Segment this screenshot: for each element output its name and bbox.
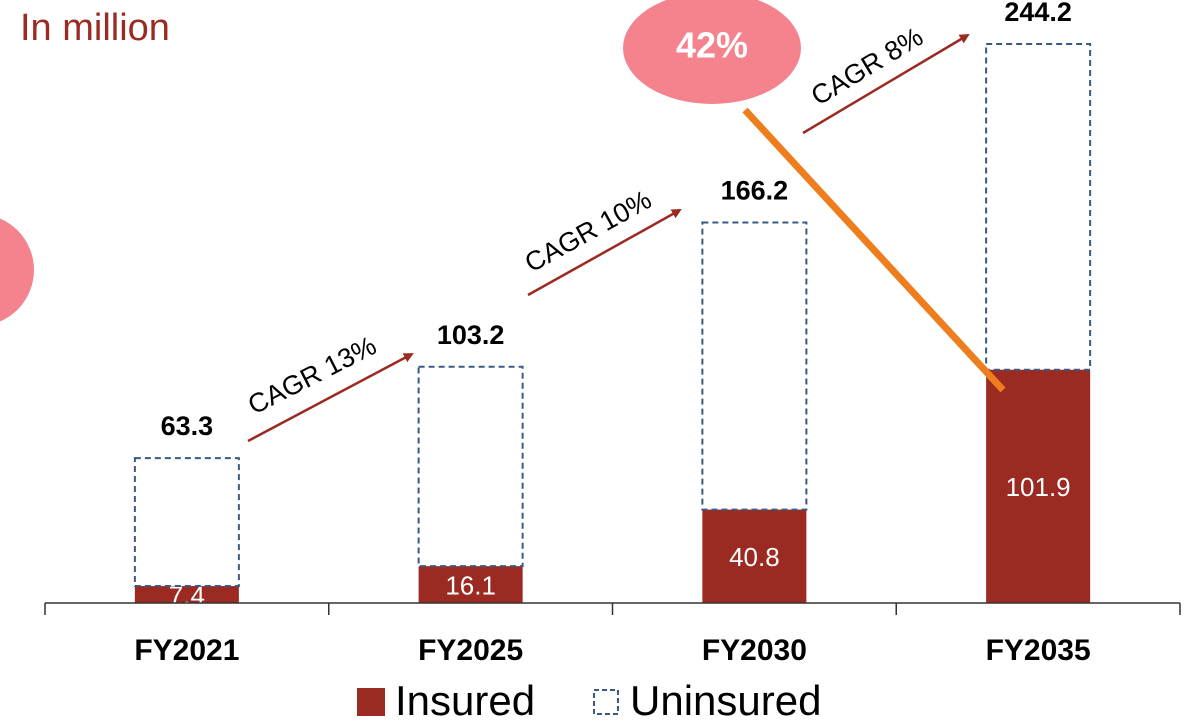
value-label: 40.8 — [729, 542, 780, 572]
x-tick-label: FY2025 — [418, 634, 523, 667]
bar-insured — [702, 509, 807, 603]
total-label: 166.2 — [721, 176, 789, 206]
share-label: 42% — [676, 25, 748, 66]
value-label: 101.9 — [1006, 472, 1071, 502]
chart-title: In million — [20, 7, 170, 49]
cagr-arrow — [527, 208, 682, 297]
value-label: 7.4 — [169, 580, 205, 610]
cagr-label: CAGR 8% — [806, 21, 928, 111]
cagr-arrow — [247, 352, 414, 443]
share-bubble — [623, 0, 801, 104]
legend-swatch — [593, 689, 619, 715]
bar-insured — [134, 586, 239, 603]
cagr-arrow — [802, 33, 970, 135]
legend-label: Insured — [395, 677, 535, 724]
legend-label: Uninsured — [630, 677, 821, 724]
legend-swatch — [357, 688, 385, 716]
bar-insured — [418, 566, 523, 603]
bubble-decoration — [0, 218, 34, 322]
x-tick-label: FY2030 — [702, 634, 807, 667]
bar-uninsured — [985, 42, 1092, 371]
total-label: 103.2 — [437, 320, 505, 350]
bar-uninsured — [417, 365, 524, 568]
total-label: 63.3 — [161, 411, 214, 441]
x-tick-label: FY2035 — [986, 634, 1091, 667]
cagr-label: CAGR 10% — [520, 184, 657, 278]
x-tick-label: FY2021 — [134, 634, 239, 667]
value-label: 16.1 — [445, 570, 496, 600]
bar-uninsured — [701, 221, 808, 511]
pointer-line — [742, 107, 1006, 393]
bar-insured — [986, 369, 1091, 603]
bar-uninsured — [133, 457, 240, 588]
total-label: 244.2 — [1004, 0, 1072, 27]
